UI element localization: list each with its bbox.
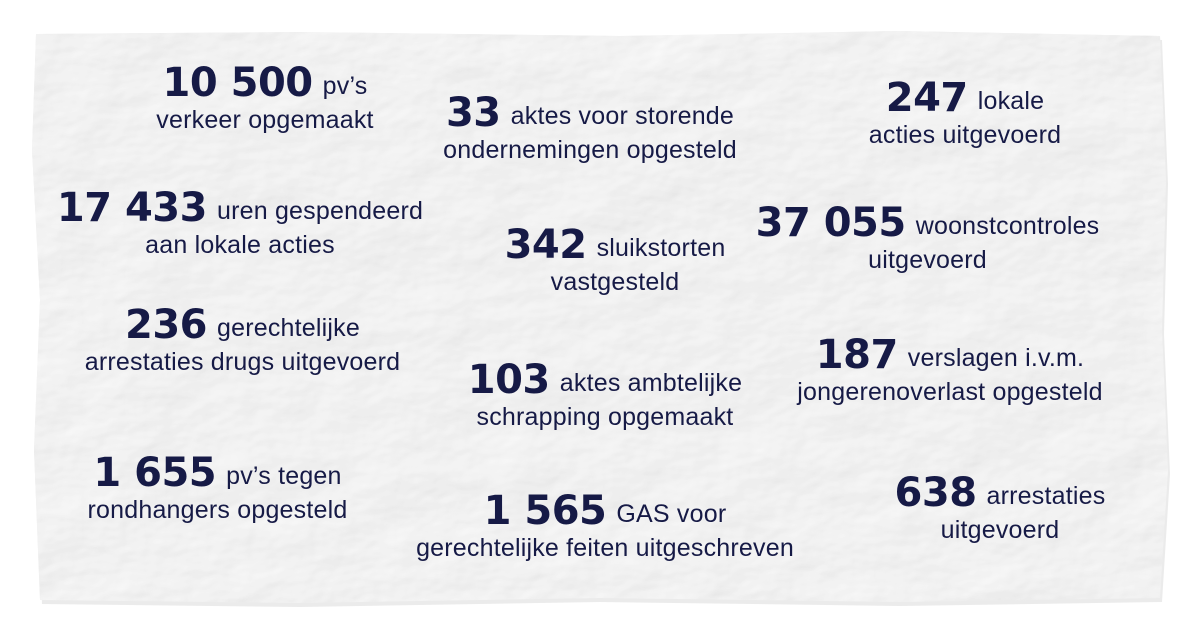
stat-label-line2: rondhangers opgesteld <box>87 496 348 524</box>
stat-label-line1: woonstcontroles <box>915 212 1100 240</box>
stat-aktes-storende: 33 aktes voor storende ondernemingen opge… <box>420 90 760 165</box>
stat-label-line2: schrapping opgemaakt <box>476 403 734 431</box>
stat-woonstcontroles: 37 055 woonstcontroles uitgevoerd <box>750 200 1105 275</box>
stat-aktes-ambtelijke: 103 aktes ambtelijke schrapping opgemaakt <box>455 357 755 432</box>
stat-label-line2: vastgesteld <box>550 268 680 296</box>
stat-lokale-acties: 247 lokale acties uitgevoerd <box>830 75 1100 150</box>
stat-label-line2: acties uitgevoerd <box>868 121 1062 149</box>
stat-label-line2: uitgevoerd <box>940 516 1060 544</box>
stat-label-line1: lokale <box>977 87 1045 115</box>
stat-number: 10 500 <box>162 60 314 106</box>
stat-number: 638 <box>894 470 978 516</box>
stat-arrestaties: 638 arrestaties uitgevoerd <box>880 470 1120 545</box>
stat-pvs-verkeer: 10 500 pv’s verkeer opgemaakt <box>110 60 420 135</box>
stat-number: 342 <box>504 222 588 268</box>
stat-label-line2: aan lokale acties <box>145 231 335 259</box>
stat-label-line2: uitgevoerd <box>868 246 987 274</box>
stat-rondhangers: 1 655 pv’s tegen rondhangers opgesteld <box>75 450 360 525</box>
stat-label-line1: sluikstorten <box>596 234 726 262</box>
stat-jongerenoverlast: 187 verslagen i.v.m. jongerenoverlast opg… <box>785 332 1115 407</box>
stat-sluikstorten: 342 sluikstorten vastgesteld <box>485 222 745 297</box>
stat-number: 37 055 <box>755 200 907 246</box>
stat-label-line1: gerechtelijke <box>217 314 360 342</box>
stat-label-line2: ondernemingen opgesteld <box>443 136 737 164</box>
stat-label-line2: verkeer opgemaakt <box>156 106 374 134</box>
stat-number: 247 <box>885 75 969 121</box>
stat-label-line1: aktes ambtelijke <box>559 369 743 397</box>
stat-label-line1: arrestaties <box>986 482 1106 510</box>
stat-arrestaties-drugs: 236 gerechtelijke arrestaties drugs uitge… <box>70 302 415 377</box>
stat-number: 33 <box>445 90 501 136</box>
stat-number: 1 655 <box>93 450 217 496</box>
stat-label-line2: arrestaties drugs uitgevoerd <box>84 348 401 376</box>
stat-label-line1: aktes voor storende <box>510 102 735 130</box>
stat-number: 236 <box>125 302 208 348</box>
stat-label-line1: verslagen i.v.m. <box>907 344 1085 372</box>
stat-number: 103 <box>467 357 551 403</box>
stat-label-line1: uren gespendeerd <box>216 197 424 225</box>
stat-label-line2: gerechtelijke feiten uitgeschreven <box>416 534 794 562</box>
stat-number: 187 <box>815 332 899 378</box>
stat-label-line1: GAS voor <box>616 500 727 528</box>
stat-number: 17 433 <box>56 185 208 231</box>
stat-gas: 1 565 GAS voor gerechtelijke feiten uitge… <box>400 488 810 563</box>
stat-label-line1: pv’s <box>322 72 368 100</box>
stat-label-line1: pv’s tegen <box>226 462 342 490</box>
stat-number: 1 565 <box>483 488 607 534</box>
stat-uren-gespendeerd: 17 433 uren gespendeerd aan lokale acties <box>55 185 425 260</box>
stat-label-line2: jongerenoverlast opgesteld <box>797 378 1103 406</box>
